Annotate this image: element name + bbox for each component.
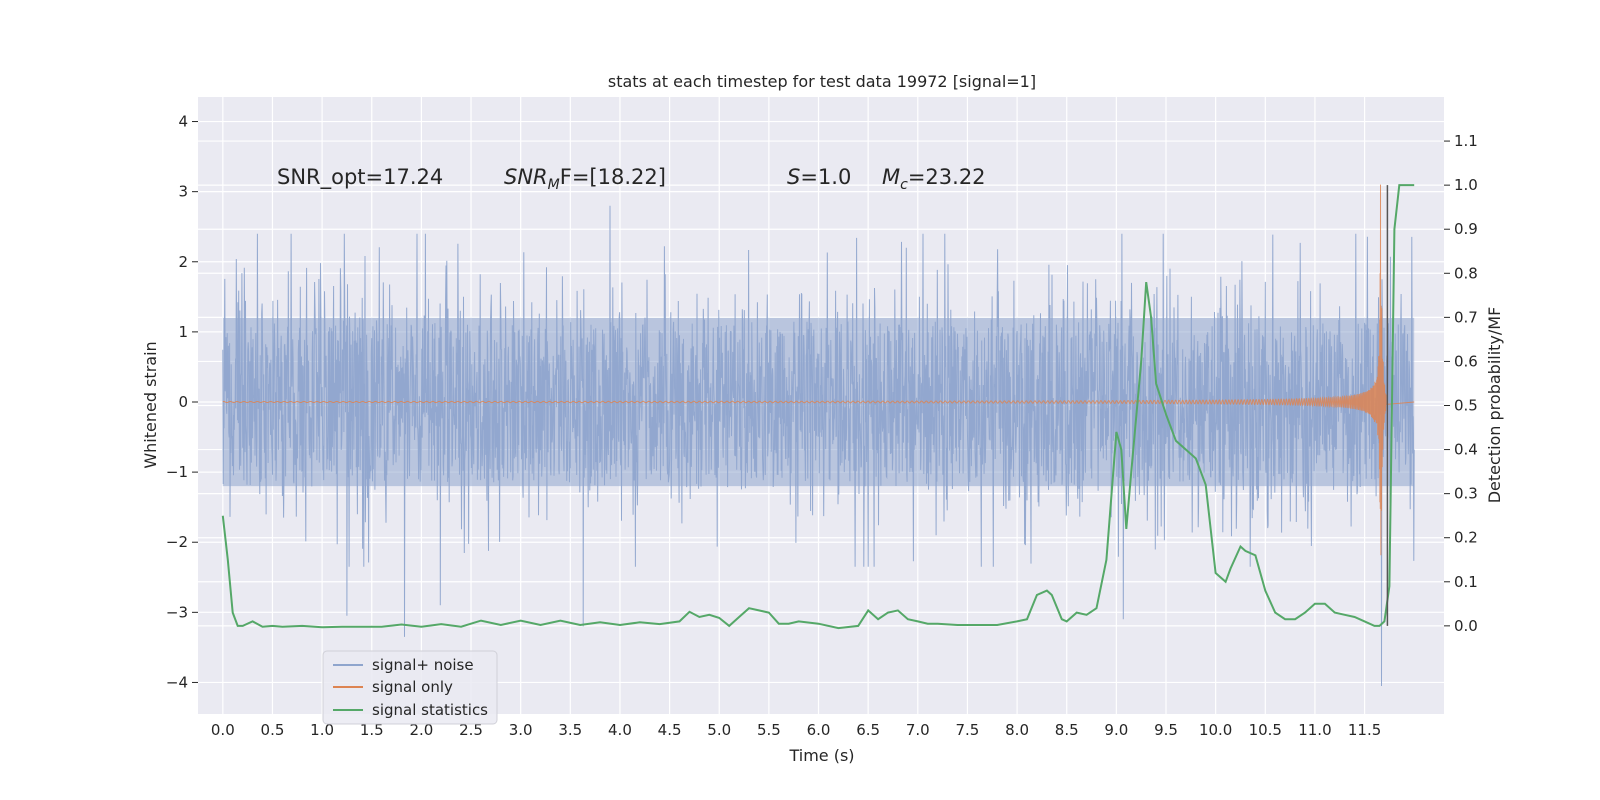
y-tick-label: −1 bbox=[166, 463, 188, 481]
x-tick-label: 2.5 bbox=[459, 721, 483, 739]
annotation-snr-mf-tail: F=[18.22] bbox=[560, 165, 666, 189]
y2-tick-label: 0.6 bbox=[1454, 352, 1478, 370]
signal-only-line bbox=[222, 184, 1415, 556]
x-axis-label: Time (s) bbox=[788, 746, 854, 765]
y-axis-label: Whitened strain bbox=[141, 341, 160, 468]
x-tick-label: 9.5 bbox=[1154, 721, 1178, 739]
legend-label-signal-statistics: signal statistics bbox=[372, 701, 488, 719]
x-tick-label: 9.0 bbox=[1104, 721, 1128, 739]
y2-tick-label: 0.3 bbox=[1454, 485, 1478, 503]
y2-tick-label: 0.2 bbox=[1454, 529, 1478, 547]
x-tick-label: 5.0 bbox=[707, 721, 731, 739]
annotation-s: S=1.0 bbox=[787, 165, 851, 189]
annotation-mc-sub: c bbox=[900, 177, 908, 193]
x-tick-label: 11.5 bbox=[1348, 721, 1381, 739]
x-tick-label: 7.0 bbox=[906, 721, 930, 739]
y2-tick-label: 0.8 bbox=[1454, 264, 1478, 282]
x-tick-label: 5.5 bbox=[757, 721, 781, 739]
legend-label-signal-only: signal only bbox=[372, 678, 453, 696]
x-tick-label: 1.5 bbox=[360, 721, 384, 739]
x-tick-label: 2.0 bbox=[409, 721, 433, 739]
legend-label-signal-noise: signal+ noise bbox=[372, 656, 474, 674]
x-tick-label: 6.5 bbox=[856, 721, 880, 739]
annotation-snr-opt: SNR_opt=17.24 bbox=[277, 165, 443, 190]
axis-ticks: 0.0 0.5 1.0 1.5 2.0 2.5 3.0 3.5 4.0 4.5 5.0 5.5 6.0 6… bbox=[166, 113, 1478, 739]
x-tick-label: 1.0 bbox=[310, 721, 334, 739]
y2-tick-label: 1.1 bbox=[1454, 132, 1478, 150]
y-tick-label: −3 bbox=[166, 603, 188, 621]
x-tick-label: 8.0 bbox=[1005, 721, 1029, 739]
y-tick-label: 2 bbox=[178, 253, 188, 271]
x-tick-label: 7.5 bbox=[956, 721, 980, 739]
x-tick-label: 11.0 bbox=[1298, 721, 1331, 739]
y-tick-label: 0 bbox=[178, 393, 188, 411]
y2-axis-label: Detection probability/MF bbox=[1485, 307, 1504, 504]
x-tick-label: 0.0 bbox=[211, 721, 235, 739]
y-tick-label: −4 bbox=[166, 673, 188, 691]
y2-tick-label: 0.0 bbox=[1454, 617, 1478, 635]
annotation-snr-mf-sub: M bbox=[548, 177, 560, 193]
y-tick-label: −2 bbox=[166, 533, 188, 551]
y2-tick-label: 0.7 bbox=[1454, 308, 1478, 326]
y-tick-label: 1 bbox=[178, 323, 188, 341]
y2-tick-label: 0.5 bbox=[1454, 397, 1478, 415]
y2-tick-label: 0.1 bbox=[1454, 573, 1478, 591]
annotation-mc-value: =23.22 bbox=[908, 165, 986, 189]
series-signal-statistics bbox=[221, 184, 1415, 630]
x-tick-label: 4.5 bbox=[658, 721, 682, 739]
y2-tick-label: 0.9 bbox=[1454, 220, 1478, 238]
y2-tick-label: 0.4 bbox=[1454, 441, 1478, 459]
x-tick-label: 10.5 bbox=[1249, 721, 1282, 739]
x-tick-label: 0.5 bbox=[261, 721, 285, 739]
annotation-snr-mf: SNRMF=[18.22] bbox=[504, 165, 666, 193]
x-tick-label: 8.5 bbox=[1055, 721, 1079, 739]
annotation-mc-name: M bbox=[882, 165, 900, 189]
x-tick-label: 3.5 bbox=[558, 721, 582, 739]
y2-tick-label: 1.0 bbox=[1454, 176, 1478, 194]
x-tick-label: 6.0 bbox=[807, 721, 831, 739]
chart-title: stats at each timestep for test data 199… bbox=[608, 72, 1036, 91]
annotation-mc: Mc=23.22 bbox=[882, 165, 986, 193]
annotation-s-value: =1.0 bbox=[800, 165, 851, 189]
x-tick-label: 10.0 bbox=[1199, 721, 1232, 739]
x-tick-label: 3.0 bbox=[509, 721, 533, 739]
legend-box bbox=[322, 650, 498, 725]
series-signal-only bbox=[222, 184, 1415, 556]
x-tick-label: 4.0 bbox=[608, 721, 632, 739]
legend: signal+ noise signal only signal statist… bbox=[322, 650, 498, 725]
annotation-snr-mf-name: SNR bbox=[504, 165, 548, 189]
y-tick-label: 3 bbox=[178, 183, 188, 201]
y-tick-label: 4 bbox=[178, 113, 188, 131]
annotation-s-name: S bbox=[787, 165, 800, 189]
signal-statistics-line bbox=[221, 184, 1415, 630]
